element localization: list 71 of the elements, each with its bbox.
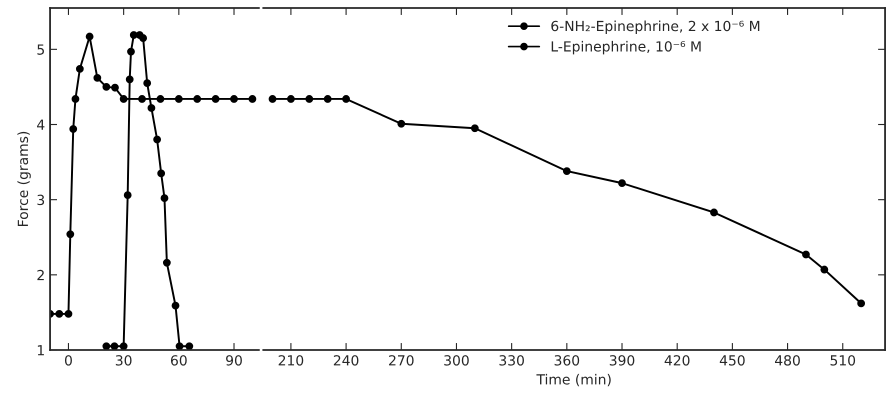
point xyxy=(820,266,828,274)
point xyxy=(185,342,194,350)
point xyxy=(174,95,183,103)
x-tick-label: 30 xyxy=(116,355,132,366)
point xyxy=(126,76,134,84)
x-tick-label: 450 xyxy=(720,355,745,366)
point xyxy=(287,95,295,103)
x-tick-label: 0 xyxy=(64,355,72,366)
point xyxy=(102,83,110,91)
point xyxy=(138,95,146,103)
point xyxy=(212,95,220,103)
point xyxy=(802,250,810,258)
point xyxy=(156,95,164,103)
x-tick-label: 60 xyxy=(170,355,187,366)
x-tick-label: 330 xyxy=(499,355,524,366)
point xyxy=(124,191,132,200)
point xyxy=(139,34,148,42)
point xyxy=(66,230,74,238)
x-axis-title: Time (min) xyxy=(536,374,611,386)
x-tick-label: 210 xyxy=(278,355,304,366)
point xyxy=(193,95,202,103)
point xyxy=(148,104,156,112)
x-tick-label: 360 xyxy=(554,355,580,366)
point xyxy=(562,167,571,175)
legend-label: L-Epinephrine, 10⁻⁶ M xyxy=(552,40,701,54)
point xyxy=(618,179,626,188)
y-tick-label: 3 xyxy=(37,194,44,206)
point xyxy=(162,258,171,267)
point xyxy=(64,310,72,318)
point xyxy=(153,136,162,144)
point xyxy=(102,342,110,350)
x-tick-label: 240 xyxy=(334,355,358,366)
y-tick-label: 1 xyxy=(38,345,44,356)
x-tick-label: 390 xyxy=(610,355,634,366)
point xyxy=(176,342,184,350)
point xyxy=(76,64,84,73)
point xyxy=(143,79,152,88)
point xyxy=(397,120,406,128)
x-tick-label: 300 xyxy=(444,355,469,366)
point xyxy=(157,169,166,178)
point xyxy=(120,95,128,103)
point xyxy=(324,95,332,103)
point xyxy=(111,84,119,92)
y-tick-label: 5 xyxy=(37,44,44,55)
legend-label: 6-NH₂-Epinephrine, 2 x 10⁻⁶ M xyxy=(551,20,760,34)
point xyxy=(230,95,238,103)
x-tick-label: 420 xyxy=(664,355,690,366)
point xyxy=(710,208,718,216)
point xyxy=(470,124,479,132)
point xyxy=(93,74,102,82)
point xyxy=(248,95,256,103)
y-axis-title: Force (grams) xyxy=(17,132,31,226)
point xyxy=(342,95,350,103)
point xyxy=(160,194,168,202)
point xyxy=(69,125,78,133)
point xyxy=(857,300,866,308)
point xyxy=(72,95,80,103)
point xyxy=(172,302,180,310)
point xyxy=(120,342,128,350)
point xyxy=(268,95,276,103)
point xyxy=(127,48,135,56)
point xyxy=(305,95,314,103)
point xyxy=(86,32,94,40)
point xyxy=(55,310,64,318)
x-tick-label: 510 xyxy=(830,355,856,366)
x-tick-label: 270 xyxy=(389,355,414,366)
point xyxy=(110,342,118,350)
x-tick-label: 90 xyxy=(226,355,242,366)
x-tick-label: 480 xyxy=(774,355,800,366)
y-tick-label: 4 xyxy=(37,120,44,130)
y-tick-label: 2 xyxy=(37,270,44,280)
